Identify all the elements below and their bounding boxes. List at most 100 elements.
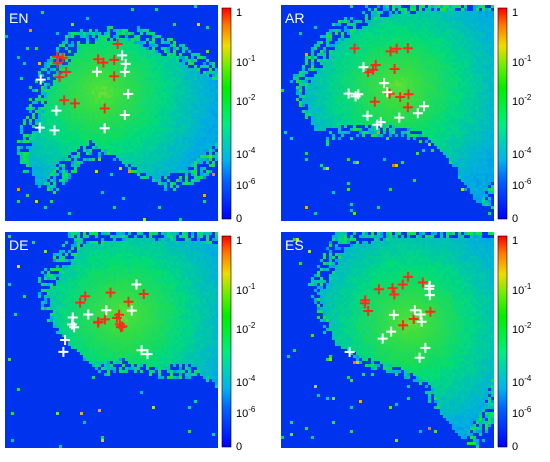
heatmap-cell xyxy=(77,32,80,35)
heatmap-cell xyxy=(485,50,488,53)
heatmap-cell xyxy=(203,56,206,59)
heatmap-cell xyxy=(467,98,470,101)
heatmap-cell xyxy=(203,173,206,176)
heatmap-cell xyxy=(185,164,188,167)
heatmap-cell xyxy=(482,98,485,101)
heatmap-cell xyxy=(464,125,467,128)
heatmap-cell xyxy=(353,41,356,44)
heatmap-cell xyxy=(464,47,467,50)
heatmap-cell xyxy=(173,170,176,173)
heatmap-cell xyxy=(323,113,326,116)
heatmap-cell xyxy=(323,59,326,62)
heatmap-cell xyxy=(308,89,311,92)
heatmap-cell xyxy=(479,14,482,17)
heatmap-cell xyxy=(50,200,53,203)
heatmap-cell xyxy=(185,116,188,119)
heatmap-cell xyxy=(116,35,119,38)
heatmap-cell xyxy=(185,128,188,131)
heatmap-cell xyxy=(164,140,167,143)
heatmap-cell xyxy=(119,167,122,170)
heatmap-cell xyxy=(41,149,44,152)
heatmap-cell xyxy=(182,77,185,80)
heatmap-cell xyxy=(197,128,200,131)
heatmap-cell xyxy=(158,53,161,56)
heatmap-cell xyxy=(455,53,458,56)
heatmap-cell xyxy=(434,32,437,35)
heatmap-cell xyxy=(305,98,308,101)
heatmap-cell xyxy=(152,44,155,47)
heatmap-cell xyxy=(149,167,152,170)
heatmap-cell xyxy=(488,29,491,32)
heatmap-cell xyxy=(176,131,179,134)
heatmap-cell xyxy=(434,14,437,17)
heatmap-cell xyxy=(482,23,485,26)
heatmap-cell xyxy=(449,5,452,8)
heatmap-cell xyxy=(188,137,191,140)
heatmap-cell xyxy=(302,71,305,74)
heatmap-cell xyxy=(203,158,206,161)
heatmap-cell xyxy=(200,56,203,59)
heatmap-cell xyxy=(182,86,185,89)
heatmap-cell xyxy=(461,8,464,11)
heatmap-cell xyxy=(317,68,320,71)
heatmap-cell xyxy=(353,32,356,35)
heatmap-cell xyxy=(470,77,473,80)
heatmap-cell xyxy=(188,86,191,89)
heatmap-cell xyxy=(155,155,158,158)
heatmap-cell xyxy=(197,83,200,86)
heatmap-cell xyxy=(41,143,44,146)
heatmap-cell xyxy=(137,137,140,140)
heatmap-cell xyxy=(68,143,71,146)
heatmap-cell xyxy=(476,77,479,80)
heatmap-cell xyxy=(53,155,56,158)
heatmap-cell xyxy=(461,14,464,17)
heatmap-cell xyxy=(146,47,149,50)
heatmap-cell xyxy=(62,170,65,173)
heatmap-cell xyxy=(488,107,491,110)
heatmap-cell xyxy=(56,146,59,149)
heatmap-cell xyxy=(401,17,404,20)
heatmap-cell xyxy=(407,11,410,14)
heatmap-cell xyxy=(29,122,32,125)
heatmap-cell xyxy=(488,92,491,95)
heatmap-cell xyxy=(176,62,179,65)
heatmap-cell xyxy=(488,113,491,116)
heatmap-cell xyxy=(194,128,197,131)
heatmap-cell xyxy=(464,119,467,122)
heatmap-cell xyxy=(152,134,155,137)
heatmap-cell xyxy=(479,44,482,47)
heatmap-cell xyxy=(29,152,32,155)
heatmap-cell xyxy=(152,167,155,170)
heatmap-cell xyxy=(56,158,59,161)
heatmap-cell xyxy=(479,56,482,59)
heatmap-cell xyxy=(215,134,218,137)
heatmap-cell xyxy=(371,26,374,29)
heatmap-cell xyxy=(398,14,401,17)
heatmap-cell xyxy=(479,104,482,107)
heatmap-cell xyxy=(158,158,161,161)
heatmap-cell xyxy=(35,176,38,179)
heatmap-cell xyxy=(161,182,164,185)
heatmap-cell xyxy=(155,53,158,56)
heatmap-cell xyxy=(470,47,473,50)
heatmap-cell xyxy=(125,32,128,35)
heatmap-cell xyxy=(122,149,125,152)
heatmap-cell xyxy=(86,32,89,35)
heatmap-cell xyxy=(413,32,416,35)
heatmap-cell xyxy=(203,107,206,110)
heatmap-cell xyxy=(173,44,176,47)
heatmap-cell xyxy=(488,41,491,44)
heatmap-cell xyxy=(35,152,38,155)
heatmap-cell xyxy=(170,137,173,140)
heatmap-cell xyxy=(491,104,494,107)
heatmap-cell xyxy=(197,86,200,89)
heatmap-cell xyxy=(470,20,473,23)
heatmap-cell xyxy=(425,29,428,32)
heatmap-cell xyxy=(446,44,449,47)
heatmap-cell xyxy=(62,137,65,140)
heatmap-cell xyxy=(89,158,92,161)
heatmap-cell xyxy=(392,20,395,23)
heatmap-cell xyxy=(326,44,329,47)
heatmap-cell xyxy=(401,29,404,32)
heatmap-cell xyxy=(479,80,482,83)
